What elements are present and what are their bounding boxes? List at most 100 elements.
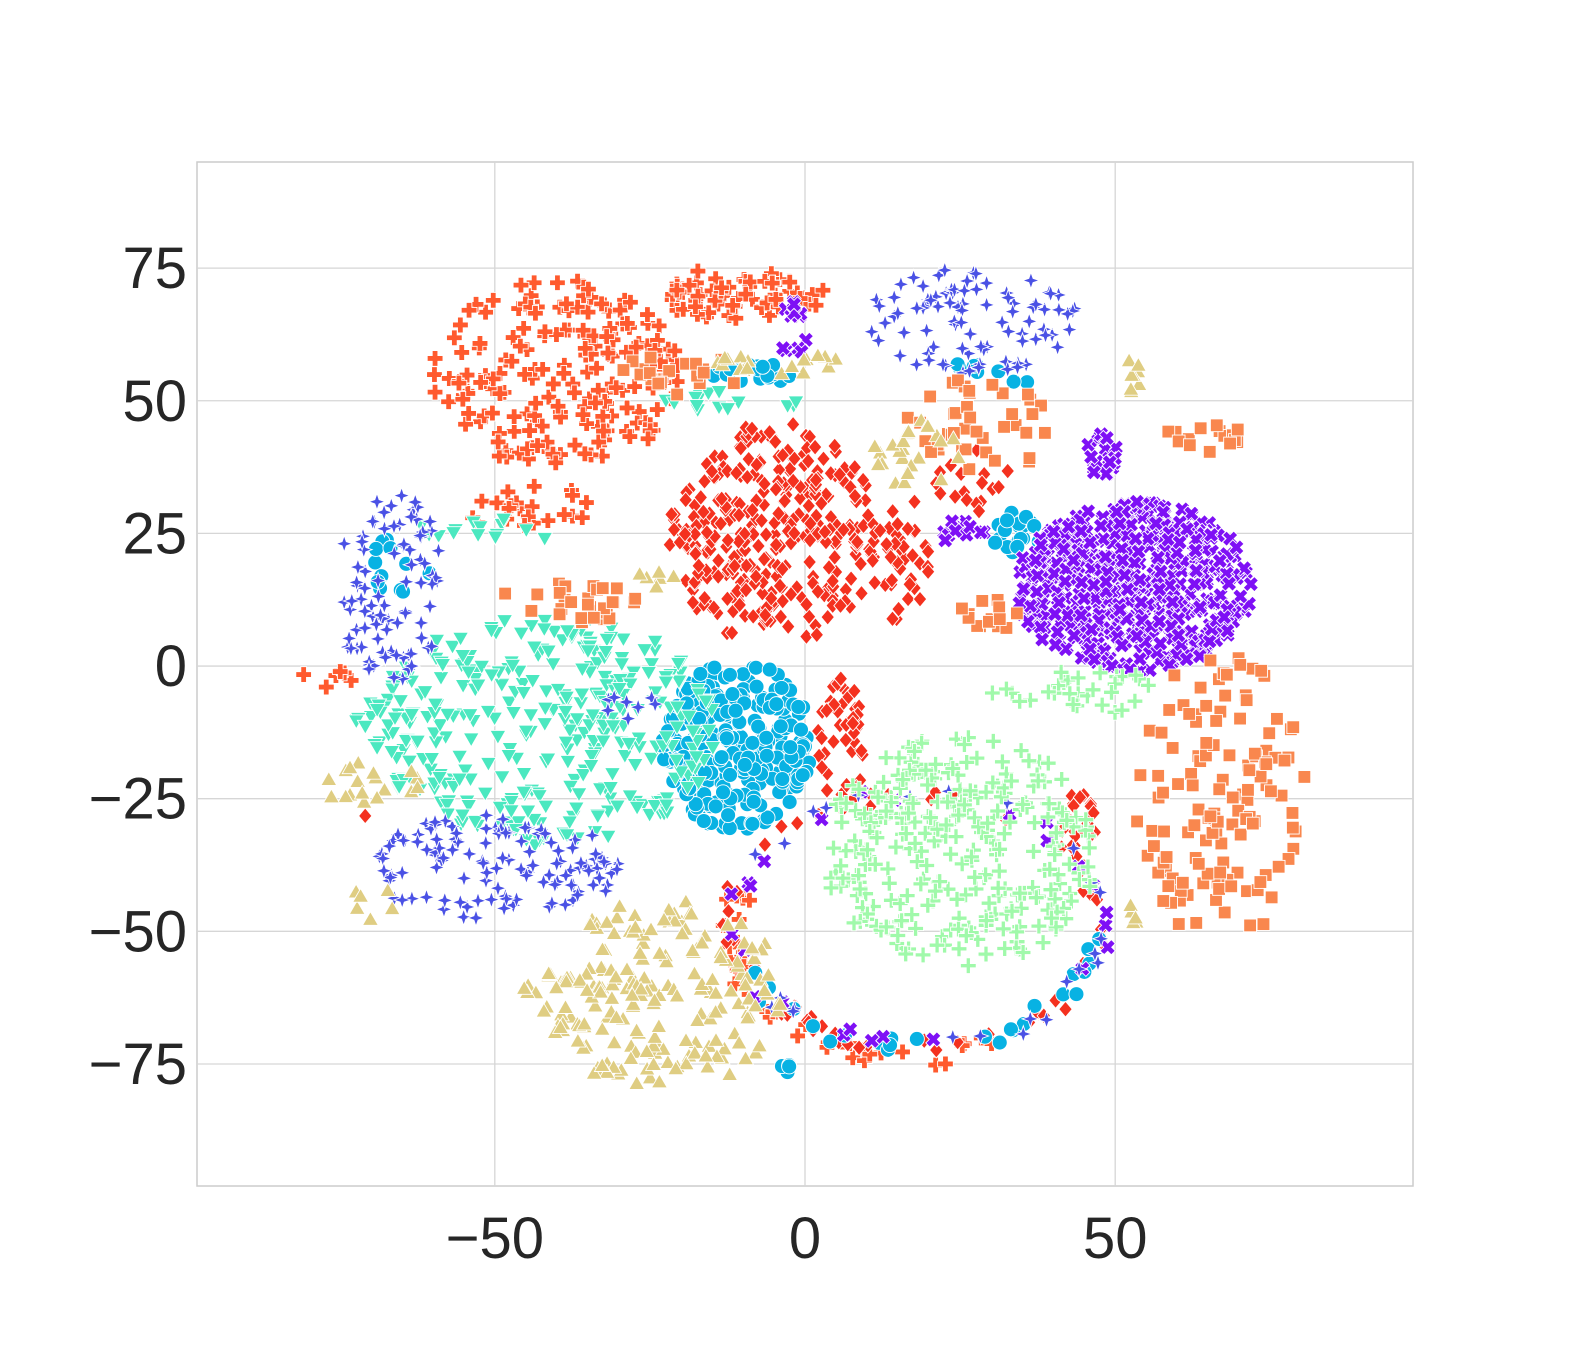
star-point (411, 613, 431, 633)
diamond-point (802, 531, 818, 549)
square-point (1171, 917, 1186, 931)
star-point (594, 851, 614, 872)
star-point (454, 868, 474, 888)
plus-thin-point (891, 895, 909, 912)
cross-point (511, 337, 529, 355)
diamond-point (809, 626, 825, 644)
plus-thin-point (893, 912, 910, 930)
circle-point (1003, 1021, 1019, 1038)
x-point (1045, 523, 1062, 540)
star-point (555, 895, 576, 915)
star-point (1003, 301, 1023, 322)
square-point (662, 364, 676, 378)
cross-point (558, 295, 575, 313)
circle-point (707, 798, 724, 815)
plus-thin-point (1103, 684, 1120, 701)
circle-point (761, 661, 778, 678)
triangle-down-point (443, 639, 462, 656)
plus-thin-point (919, 897, 937, 914)
triangle-up-point (320, 770, 338, 786)
cross-point (580, 280, 597, 298)
diamond-point (833, 670, 849, 688)
plus-thin-point (880, 874, 898, 892)
triangle-down-point (386, 711, 404, 727)
y-tick-label: 25 (122, 501, 187, 566)
triangle-down-point (469, 528, 487, 544)
plus-thin-point (889, 927, 907, 944)
x-point (1081, 640, 1099, 658)
x-point (1082, 448, 1100, 466)
triangle-up-point (631, 565, 649, 581)
square-point (628, 591, 642, 606)
square-point (1220, 667, 1234, 682)
plus-thin-point (1007, 939, 1025, 957)
diamond-point (879, 535, 894, 553)
star-point (420, 596, 440, 616)
cross-point (566, 384, 583, 402)
diamond-point (884, 571, 900, 589)
square-point (1133, 768, 1148, 782)
plus-thin-point (844, 777, 862, 795)
square-point (958, 442, 973, 457)
square-point (1209, 418, 1224, 433)
circle-point (768, 696, 785, 713)
star-point (414, 553, 435, 574)
cross-point (844, 1049, 862, 1067)
star-point (473, 853, 493, 873)
triangle-up-point (586, 997, 604, 1013)
x-point (1072, 607, 1090, 624)
circle-point (758, 747, 775, 764)
triangle-up-point (402, 762, 421, 778)
square-point (605, 595, 620, 609)
triangle-down-point (646, 799, 664, 815)
cross-point (516, 366, 533, 383)
star-point (334, 534, 354, 554)
diamond-point (991, 478, 1006, 496)
diamond-point (808, 471, 824, 489)
plus-thin-point (897, 945, 915, 963)
triangle-up-point (605, 1033, 623, 1050)
diamond-point (801, 608, 817, 626)
star-point (567, 885, 588, 905)
square-point (1161, 879, 1176, 893)
cross-point (727, 309, 745, 327)
triangle-down-point (642, 751, 660, 768)
square-point (1182, 707, 1197, 721)
triangle-down-point (525, 813, 543, 829)
cross-point (458, 366, 476, 384)
triangle-down-point (495, 512, 513, 528)
y-tick-label: 0 (155, 634, 187, 699)
triangle-up-point (1130, 375, 1148, 391)
plus-thin-point (918, 857, 936, 874)
star-point (401, 507, 421, 527)
triangle-down-point (485, 711, 504, 727)
diamond-point (775, 446, 791, 464)
square-point (595, 581, 610, 595)
star-point (454, 907, 474, 927)
square-point (587, 610, 601, 625)
diamond-point (833, 597, 848, 615)
plus-thin-point (939, 793, 956, 811)
star-point (894, 322, 914, 343)
plus-thin-point (834, 869, 852, 887)
star-point (966, 263, 986, 284)
plus-thin-point (903, 906, 921, 923)
star-point (402, 889, 422, 909)
diamond-point (751, 537, 766, 555)
triangle-down-point (604, 719, 622, 735)
star-point (783, 1001, 803, 1021)
x-point (943, 513, 961, 530)
star-point (446, 823, 467, 844)
plus-thin-point (1053, 771, 1071, 788)
triangle-down-point (536, 613, 554, 630)
square-point (985, 377, 1000, 392)
star-point (933, 354, 953, 375)
plus-thin-point (1047, 918, 1065, 936)
triangle-down-point (454, 649, 472, 665)
cross-point (426, 366, 443, 383)
triangle-up-point (869, 455, 887, 472)
triangle-up-point (348, 899, 366, 915)
diamond-point (850, 533, 865, 551)
star-point (618, 708, 638, 729)
star-point (1041, 283, 1061, 304)
